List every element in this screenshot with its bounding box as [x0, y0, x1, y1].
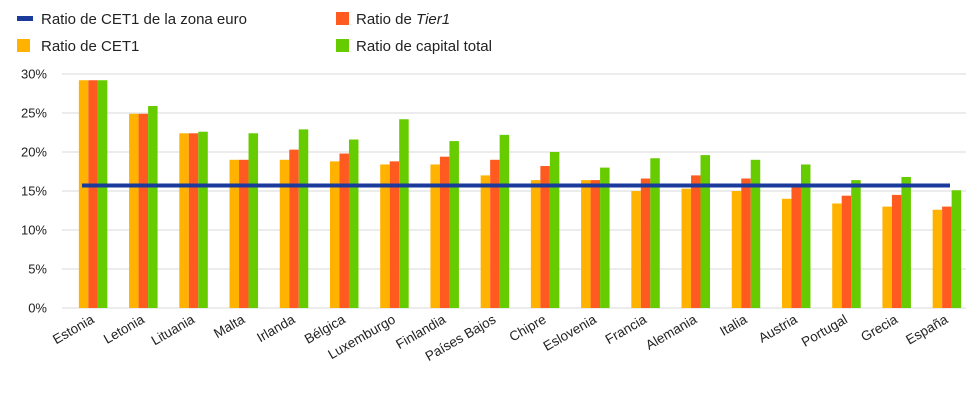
- x-tick-label: Lituania: [149, 311, 198, 348]
- legend-label-cet1: Ratio de CET1: [41, 38, 139, 55]
- bar: [148, 105, 158, 308]
- bar: [681, 188, 692, 308]
- bar: [188, 133, 199, 308]
- x-tick-label: Grecia: [858, 311, 900, 344]
- bar: [88, 80, 98, 309]
- bar: [380, 164, 390, 308]
- bar: [882, 206, 892, 308]
- bar: [631, 191, 641, 308]
- legend-swatch-reference: [17, 16, 33, 21]
- bar: [229, 159, 240, 308]
- bar: [590, 180, 601, 308]
- bar: [841, 195, 852, 308]
- bar: [640, 178, 651, 308]
- bar: [499, 134, 510, 308]
- bar: [731, 191, 742, 308]
- bar: [329, 161, 340, 308]
- x-tick-label: Austria: [756, 311, 800, 345]
- bar: [891, 194, 902, 308]
- bars: [78, 80, 962, 309]
- bar: [800, 164, 811, 308]
- x-tick-label: Irlanda: [254, 311, 298, 345]
- y-tick-label: 0%: [28, 301, 47, 316]
- bar: [901, 176, 911, 308]
- x-tick-label: Alemania: [643, 311, 700, 352]
- legend-label-tier1-italic: Tier1: [416, 11, 450, 28]
- bar: [289, 149, 299, 308]
- bar: [389, 161, 400, 308]
- y-tick-label: 30%: [21, 67, 47, 82]
- bar: [439, 156, 450, 308]
- legend-label-reference: Ratio de CET1 de la zona euro: [41, 11, 247, 28]
- x-tick-label: Portugal: [799, 312, 850, 350]
- legend-label-tier1-prefix: Ratio de: [356, 11, 416, 28]
- bar: [650, 158, 660, 308]
- bar: [549, 152, 560, 308]
- x-tick-label: Eslovenia: [541, 311, 600, 354]
- bar: [540, 166, 550, 308]
- y-tick-label: 20%: [21, 145, 47, 160]
- bar: [248, 133, 259, 308]
- bar: [129, 113, 139, 308]
- bar: [691, 175, 701, 308]
- bar: [700, 155, 711, 308]
- bar: [581, 180, 591, 308]
- bar: [832, 203, 842, 308]
- legend: Ratio de CET1 de la zona euro Ratio de T…: [17, 11, 492, 55]
- gridlines: [62, 73, 966, 309]
- bar: [932, 209, 943, 308]
- bar: [449, 141, 459, 308]
- bar: [339, 153, 349, 308]
- bar: [600, 167, 610, 308]
- bar: [298, 129, 309, 308]
- bar: [942, 206, 952, 308]
- bar: [781, 198, 792, 308]
- bar: [530, 180, 541, 308]
- bar: [741, 178, 751, 308]
- bar: [480, 175, 491, 308]
- legend-swatch-cet1: [17, 39, 30, 52]
- x-tick-label: Italia: [717, 311, 750, 338]
- y-tick-label: 25%: [21, 106, 47, 121]
- bar: [750, 159, 761, 308]
- legend-swatch-total-capital: [336, 39, 349, 52]
- bar: [78, 80, 89, 309]
- bar: [97, 80, 108, 309]
- bar: [791, 187, 801, 308]
- bar: [951, 190, 962, 308]
- y-tick-label: 5%: [28, 262, 47, 277]
- y-tick-label: 15%: [21, 184, 47, 199]
- bar: [348, 139, 359, 308]
- x-axis: Estonia Letonia Lituania Malta Irlanda Bélgic…: [50, 311, 951, 364]
- x-tick-label: Letonia: [101, 311, 147, 346]
- bar: [138, 113, 149, 308]
- bar: [279, 159, 290, 308]
- x-tick-label: Francia: [603, 311, 650, 347]
- legend-swatch-tier1: [336, 12, 349, 25]
- bar: [179, 133, 189, 308]
- bar: [851, 180, 861, 308]
- bar: [198, 131, 208, 308]
- bar: [399, 119, 409, 309]
- bar: [430, 164, 440, 308]
- x-tick-label: Malta: [211, 311, 248, 341]
- y-tick-label: 10%: [21, 223, 47, 238]
- x-tick-label: España: [903, 311, 951, 347]
- legend-label-total-capital: Ratio de capital total: [356, 38, 492, 55]
- y-axis: 0% 5% 10% 15% 20% 25% 30%: [21, 67, 47, 316]
- x-tick-label: Estonia: [50, 311, 97, 347]
- legend-label-tier1: Ratio de Tier1: [356, 11, 450, 28]
- bar: [239, 159, 249, 308]
- bar: [490, 159, 500, 308]
